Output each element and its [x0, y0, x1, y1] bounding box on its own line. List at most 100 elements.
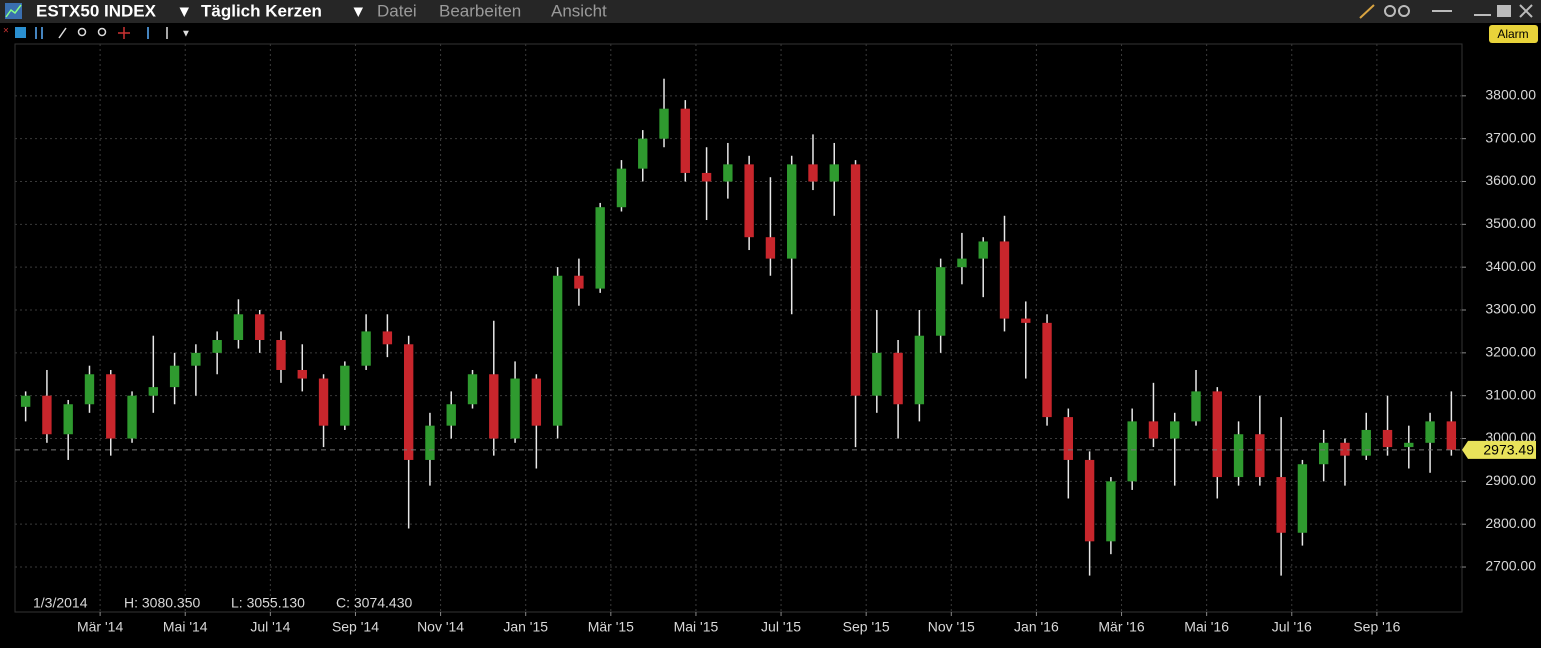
candle-body: [42, 395, 52, 435]
link-icon[interactable]: [1384, 5, 1396, 17]
y-tick-label: 3500.00: [1485, 215, 1536, 231]
title-bar: [0, 0, 1541, 23]
tool-icon[interactable]: [77, 27, 87, 37]
y-tick-label: 2700.00: [1485, 558, 1536, 574]
candle-body: [659, 108, 669, 139]
candle-body: [1276, 477, 1286, 533]
candle-body: [935, 267, 946, 336]
candle-body: [212, 339, 222, 353]
x-tick-label: Nov '15: [928, 619, 975, 635]
info-low: L: 3055.130: [231, 595, 305, 611]
candle-body: [893, 352, 903, 405]
candle-body: [616, 168, 627, 208]
candle-body: [1021, 318, 1031, 323]
candle-body: [1191, 391, 1201, 422]
candle-body: [1361, 429, 1371, 456]
alarm-button[interactable]: [1489, 25, 1538, 43]
close[interactable]: [1519, 4, 1533, 18]
link-icon[interactable]: [1398, 5, 1410, 17]
menu-item[interactable]: Ansicht: [551, 1, 607, 20]
x-tick-label: Mär '15: [588, 619, 634, 635]
x-tick-label: Mai '16: [1184, 619, 1229, 635]
candle-body: [744, 164, 754, 238]
x-tick-label: Sep '16: [1353, 619, 1400, 635]
x-tick-label: Sep '15: [843, 619, 890, 635]
y-tick-label: 3300.00: [1485, 301, 1536, 317]
candle-body: [63, 404, 73, 435]
candle-body: [638, 138, 648, 169]
alarm-label[interactable]: Alarm: [1497, 27, 1528, 41]
y-tick-label: 3200.00: [1485, 344, 1536, 360]
plot: 2700.002800.002900.003000.003100.003200.…: [15, 44, 1536, 635]
app-icon-line: [5, 4, 22, 18]
last-price-tag: [1462, 440, 1536, 459]
candle-body: [403, 344, 414, 460]
candle-body: [1063, 417, 1074, 460]
y-tick-label: 2800.00: [1485, 515, 1536, 531]
candle-body: [957, 258, 967, 268]
candle-body: [169, 365, 180, 388]
candle-body: [1297, 464, 1308, 533]
candle-body: [1382, 429, 1393, 448]
candle-body: [106, 374, 116, 439]
candle-body: [84, 374, 95, 405]
y-tick-label: 3100.00: [1485, 386, 1536, 402]
candle-body: [701, 172, 712, 182]
toolbar-more[interactable]: ▼: [181, 29, 191, 40]
y-tick-label: 3700.00: [1485, 129, 1536, 145]
candle-body: [595, 207, 605, 289]
candle-body: [489, 374, 499, 439]
tool-icon[interactable]: [58, 27, 67, 39]
candle-body: [574, 275, 584, 289]
candle-body: [1042, 322, 1052, 418]
period[interactable]: Täglich Kerzen: [201, 1, 322, 20]
candle-body: [1127, 421, 1137, 482]
candle-body: [127, 395, 137, 439]
candle-body: [255, 314, 265, 340]
candle-body: [425, 425, 435, 460]
candle-body: [914, 335, 925, 405]
x-tick-label: Jul '16: [1272, 619, 1312, 635]
candle-body: [191, 352, 201, 366]
symbol-dropdown[interactable]: ▾: [179, 1, 190, 20]
candle-body: [382, 331, 393, 345]
plot-area: [14, 43, 1463, 613]
maximize[interactable]: [1497, 5, 1511, 17]
toolbar-close[interactable]: ×: [3, 26, 9, 37]
period-dropdown[interactable]: ▾: [353, 1, 364, 20]
candle-body: [723, 164, 733, 182]
tool-icon[interactable]: [97, 27, 107, 37]
candle-body: [872, 352, 882, 396]
candle-body: [510, 378, 520, 439]
x-tick-label: Jan '15: [503, 619, 548, 635]
y-tick-label: 3400.00: [1485, 258, 1536, 274]
candle-body: [1084, 459, 1095, 542]
candle-body: [787, 164, 797, 259]
candle-body: [850, 164, 861, 396]
candle-body: [1106, 481, 1116, 542]
candle-body: [467, 374, 478, 405]
symbol[interactable]: ESTX50 INDEX: [36, 1, 157, 20]
candle-body: [148, 387, 158, 396]
candle-body: [361, 331, 371, 366]
tool-icon[interactable]: [15, 27, 26, 38]
window-controls: [1359, 4, 1533, 19]
candle-body: [276, 339, 286, 370]
y-tick-label: 3600.00: [1485, 172, 1536, 188]
info-date: 1/3/2014: [33, 595, 88, 611]
candle-body: [1404, 442, 1414, 448]
y-tick-label: 2900.00: [1485, 472, 1536, 488]
candle-body: [1212, 391, 1222, 478]
menu-item[interactable]: Bearbeiten: [439, 1, 521, 20]
candle-body: [552, 275, 563, 426]
tool-icons: [35, 27, 168, 39]
candle-body: [446, 404, 456, 426]
x-tick-label: Jul '15: [761, 619, 801, 635]
candle-body: [531, 378, 542, 426]
x-tick-label: Mai '14: [163, 619, 208, 635]
menu-item[interactable]: Datei: [377, 1, 417, 20]
info-high: H: 3080.350: [124, 595, 200, 611]
tools-icon[interactable]: [1359, 4, 1375, 19]
